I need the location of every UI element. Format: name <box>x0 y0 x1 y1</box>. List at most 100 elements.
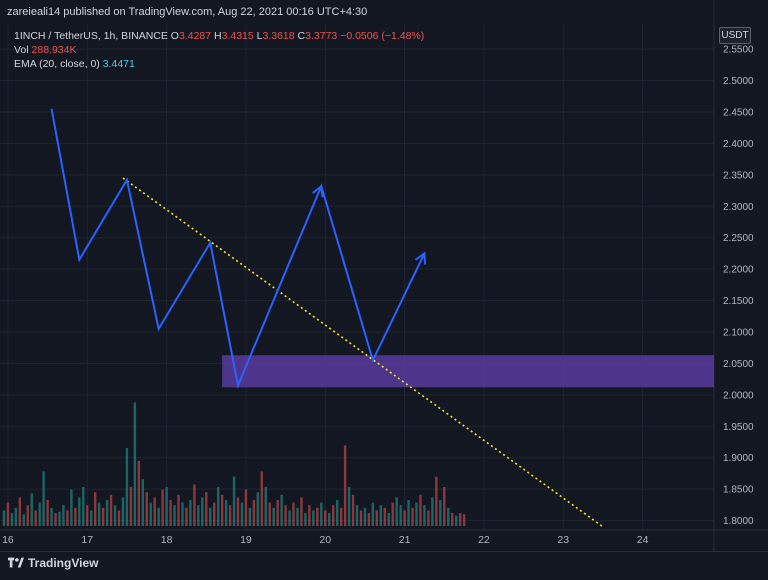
volume-bar <box>62 505 64 526</box>
volume-bar <box>110 495 112 526</box>
volume-bar <box>288 510 290 526</box>
volume-bar <box>54 513 56 526</box>
volume-bar <box>273 508 275 526</box>
low-value: 3.3618 <box>263 30 295 42</box>
volume-bar <box>27 505 29 526</box>
volume-bar <box>126 448 128 526</box>
demand-zone-rect <box>222 355 714 387</box>
volume-bar <box>392 503 394 526</box>
volume-bar <box>423 505 425 526</box>
price-chart[interactable]: 2.55002.50002.45002.40002.35002.30002.25… <box>0 0 768 551</box>
volume-bar <box>74 508 76 526</box>
high-key: H <box>214 30 222 42</box>
volume-bar <box>324 510 326 526</box>
volume-bar <box>431 497 433 526</box>
volume-bar <box>193 484 195 526</box>
trendline-dotted <box>123 178 603 527</box>
volume-bar <box>352 495 354 526</box>
volume-bar <box>229 505 231 526</box>
volume-bar <box>42 471 44 526</box>
tradingview-logo-icon <box>8 557 24 569</box>
volume-bar <box>443 487 445 526</box>
volume-bar <box>19 497 21 526</box>
volume-bar <box>233 477 235 526</box>
volume-bar <box>146 492 148 526</box>
volume-bar <box>217 487 219 526</box>
price-tick-label: 2.4000 <box>723 139 754 150</box>
volume-bar <box>90 510 92 526</box>
price-tick-label: 1.8000 <box>723 516 754 527</box>
time-tick-label: 24 <box>637 534 649 546</box>
volume-bar <box>165 487 167 526</box>
volume-label[interactable]: Vol <box>14 44 29 56</box>
volume-bar <box>276 500 278 526</box>
volume-bar <box>11 513 13 526</box>
volume-bar <box>304 513 306 526</box>
grid-lines <box>0 0 768 551</box>
volume-bar <box>114 505 116 526</box>
volume-bar <box>261 471 263 526</box>
volume-bars <box>3 403 466 527</box>
high-value: 3.4315 <box>222 30 254 42</box>
pattern-polyline <box>52 109 425 386</box>
volume-bar <box>265 487 267 526</box>
volume-bar <box>70 490 72 526</box>
legend-volume-row: Vol 288.934K <box>14 43 424 57</box>
volume-bar <box>161 490 163 526</box>
tradingview-brand[interactable]: TradingView <box>8 556 98 570</box>
volume-bar <box>308 505 310 526</box>
time-tick-label: 22 <box>478 534 490 546</box>
price-tick-label: 2.4500 <box>723 108 754 119</box>
price-tick-label: 2.1500 <box>723 296 754 307</box>
volume-bar <box>3 510 5 526</box>
price-tick-label: 1.9000 <box>723 453 754 464</box>
volume-bar <box>177 495 179 526</box>
volume-bar <box>205 492 207 526</box>
pattern-path[interactable] <box>51 109 425 386</box>
volume-bar <box>407 500 409 526</box>
volume-bar <box>225 500 227 526</box>
volume-bar <box>380 505 382 526</box>
volume-bar <box>130 487 132 526</box>
volume-bar <box>38 503 40 526</box>
volume-bar <box>336 500 338 526</box>
volume-bar <box>332 505 334 526</box>
time-tick-label: 20 <box>319 534 331 546</box>
volume-bar <box>439 500 441 526</box>
volume-bar <box>50 508 52 526</box>
volume-bar <box>269 503 271 526</box>
volume-bar <box>78 497 80 526</box>
volume-bar <box>388 513 390 526</box>
volume-bar <box>328 513 330 526</box>
volume-bar <box>344 445 346 526</box>
volume-bar <box>372 503 374 526</box>
volume-bar <box>253 500 255 526</box>
price-tick-label: 1.8500 <box>723 485 754 496</box>
volume-bar <box>411 508 413 526</box>
volume-bar <box>427 510 429 526</box>
ema-value: 3.4471 <box>103 58 135 70</box>
volume-bar <box>292 503 294 526</box>
chart-legend: 1INCH / TetherUS, 1h, BINANCE O3.4287 H3… <box>14 29 424 71</box>
volume-bar <box>23 514 25 526</box>
symbol-label[interactable]: 1INCH / TetherUS, 1h, BINANCE <box>14 30 168 42</box>
time-tick-label: 18 <box>161 534 173 546</box>
time-tick-label: 17 <box>81 534 93 546</box>
ema-label[interactable]: EMA (20, close, 0) <box>14 58 100 70</box>
price-scale-labels[interactable]: 2.55002.50002.45002.40002.35002.30002.25… <box>723 45 754 527</box>
volume-bar <box>237 497 239 526</box>
volume-bar <box>142 479 144 526</box>
trendline[interactable] <box>123 178 603 527</box>
volume-bar <box>447 508 449 526</box>
volume-bar <box>360 510 362 526</box>
price-tick-label: 2.5500 <box>723 45 754 56</box>
volume-bar <box>300 497 302 526</box>
volume-bar <box>257 492 259 526</box>
volume-bar <box>122 497 124 526</box>
close-value: 3.3773 <box>305 30 337 42</box>
demand-zone[interactable] <box>222 355 714 387</box>
price-tick-label: 2.2000 <box>723 265 754 276</box>
volume-bar <box>154 497 156 526</box>
currency-badge[interactable]: USDT <box>719 27 751 44</box>
